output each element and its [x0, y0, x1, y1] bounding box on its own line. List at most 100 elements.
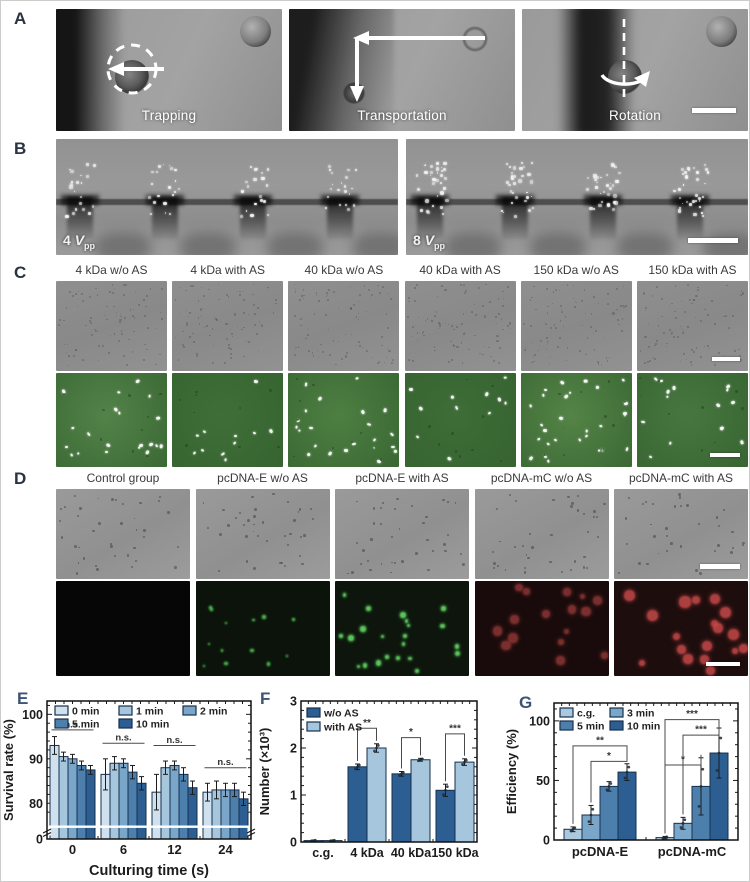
sperm-cluster-dot — [331, 183, 334, 186]
cell-speckle — [474, 304, 476, 306]
panel-c-brightfield-row — [56, 281, 748, 371]
cell-speckle — [508, 494, 511, 496]
sperm-cluster-dot — [509, 165, 512, 168]
cell-speckle — [639, 350, 641, 352]
transfected-cell-blob — [509, 615, 519, 625]
error-bars — [52, 736, 246, 811]
cell-speckle — [370, 538, 373, 541]
debris-dot — [543, 454, 546, 456]
cell-speckle — [176, 545, 180, 549]
cell-speckle — [649, 360, 652, 363]
cell-speckle — [272, 492, 275, 496]
cell-speckle — [135, 528, 138, 531]
cell-speckle — [334, 363, 337, 366]
cell-speckle — [253, 515, 257, 518]
cell-speckle — [120, 315, 122, 317]
sperm-cluster-dot — [172, 193, 175, 196]
cell-speckle — [174, 566, 178, 570]
sperm-dot — [383, 407, 388, 413]
cell-speckle — [94, 329, 97, 332]
cell-speckle — [94, 328, 97, 331]
transfected-cell-blob — [556, 655, 566, 665]
cell-speckle — [524, 346, 527, 349]
cell-speckle — [257, 534, 260, 538]
cell-speckle — [193, 341, 195, 343]
cell-speckle — [360, 563, 363, 566]
sperm-cluster-dot — [608, 187, 612, 191]
sperm-cluster-dot — [75, 181, 79, 185]
transfected-cell-blob — [404, 619, 409, 624]
sperm-cluster-dot — [445, 198, 450, 203]
cell-speckle — [72, 354, 75, 357]
cell-speckle — [704, 308, 706, 311]
cell-speckle — [547, 305, 549, 308]
data-point — [681, 821, 685, 825]
bars — [303, 747, 475, 843]
cell-speckle — [695, 568, 699, 572]
y-tick-label: 0 — [290, 836, 297, 850]
sperm-cluster-dot — [157, 165, 161, 169]
data-point — [444, 788, 447, 792]
cell-speckle — [89, 316, 92, 319]
cell-speckle — [680, 361, 682, 363]
transfected-cell-blob — [683, 654, 694, 665]
cell-speckle — [97, 330, 100, 333]
sperm-dot — [563, 393, 569, 399]
cell-speckle — [355, 344, 358, 347]
transfected-cell-blob — [678, 596, 691, 609]
cell-speckle — [621, 330, 623, 332]
debris-dot — [458, 455, 462, 458]
cell-speckle — [358, 312, 360, 314]
cell-speckle — [739, 361, 741, 363]
sperm-cluster-dot — [697, 196, 701, 200]
cell-speckle — [426, 538, 430, 542]
debris-dot — [312, 383, 315, 386]
debris-dot — [741, 407, 745, 411]
cell-speckle — [680, 325, 682, 327]
cell-speckle — [523, 322, 526, 326]
cell-speckle — [126, 364, 128, 367]
debris-dot — [639, 377, 642, 380]
debris-dot — [299, 399, 301, 402]
cell-speckle — [447, 360, 450, 363]
cell-speckle — [620, 305, 623, 307]
cell-speckle — [155, 328, 158, 330]
cell-speckle — [434, 349, 436, 352]
sperm-dot — [622, 378, 626, 382]
sperm-dot — [739, 439, 744, 445]
transfected-cell-blob — [712, 623, 723, 634]
sperm-cluster-dot — [260, 177, 263, 180]
cell-speckle — [222, 508, 225, 512]
data-point — [356, 765, 359, 769]
cell-speckle — [454, 502, 457, 504]
fluorescence-tile — [404, 373, 516, 467]
cell-speckle — [208, 288, 210, 291]
bar — [617, 771, 637, 841]
y-axis-label: Survival rate (%) — [1, 719, 16, 821]
significance-label: n.s. — [166, 735, 182, 746]
cell-speckle — [622, 304, 624, 307]
sperm-cluster-dot — [512, 192, 515, 195]
y-axis-label: Efficiency (%) — [504, 729, 519, 814]
transfected-cell-blob — [202, 665, 206, 668]
cell-speckle — [91, 334, 94, 337]
cell-speckle — [265, 539, 268, 543]
cell-speckle — [108, 352, 110, 354]
cell-speckle — [295, 346, 297, 349]
sperm-cluster-dot — [439, 182, 442, 185]
micrograph-tile — [288, 281, 400, 371]
cell-speckle — [684, 311, 687, 314]
sperm-cluster-dot — [683, 170, 687, 175]
scale-bar — [700, 564, 740, 569]
cell-speckle — [363, 285, 366, 287]
sperm-cluster-dot — [505, 162, 509, 166]
sperm-dot — [138, 443, 144, 448]
cell-speckle — [96, 568, 99, 572]
cell-speckle — [226, 524, 230, 527]
transfected-cell-blob — [210, 608, 214, 612]
transfected-cell-blob — [523, 587, 531, 595]
cell-speckle — [254, 508, 257, 512]
sperm-cluster-dot — [681, 202, 683, 205]
debris-dot — [194, 393, 197, 396]
cell-speckle — [160, 287, 163, 290]
